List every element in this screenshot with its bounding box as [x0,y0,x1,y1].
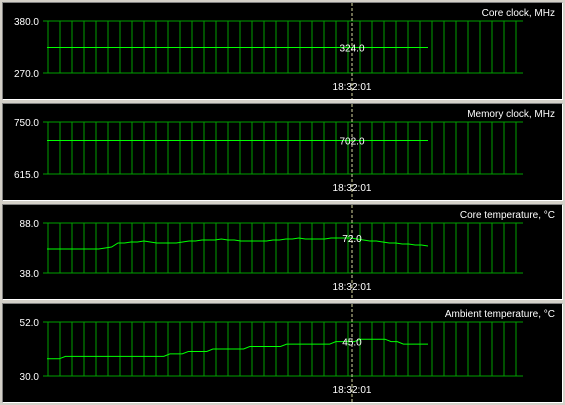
graph-title: Core temperature, °C [460,210,555,221]
series-line [47,237,429,250]
graph-canvas: 380.0 270.0 Core clock, MHz 324.0 18:32:01 [14,3,555,99]
y-min-label: 270.0 [14,69,39,80]
memory-clock-graph[interactable]: 750.0 615.0 Memory clock, MHz 702.0 18:32:01 [2,103,563,201]
graph-canvas: 52.0 30.0 Ambient temperature, °C 45.0 18:32… [20,304,555,402]
core-clock-graph[interactable]: 380.0 270.0 Core clock, MHz 324.0 18:32:01 [2,2,563,100]
y-min-label: 615.0 [14,170,39,181]
current-value-label: 72.0 [342,234,362,245]
graph-title: Core clock, MHz [482,8,555,19]
graph-canvas: 88.0 38.0 Core temperature, °C 72.0 18:32:01 [20,205,555,299]
ambient-temperature-graph[interactable]: 52.0 30.0 Ambient temperature, °C 45.0 18:32… [2,303,563,403]
cursor-time-label: 18:32:01 [333,183,372,194]
series-line [47,338,428,360]
y-max-label: 52.0 [20,318,40,329]
y-min-label: 30.0 [20,372,40,383]
graph-canvas: 750.0 615.0 Memory clock, MHz 702.0 18:32:01 [14,104,555,200]
cursor-time-label: 18:32:01 [333,282,372,293]
y-max-label: 750.0 [14,118,39,129]
cursor-time-label: 18:32:01 [333,385,372,396]
core-temperature-graph[interactable]: 88.0 38.0 Core temperature, °C 72.0 18:32:01 [2,204,563,300]
y-max-label: 88.0 [20,219,40,230]
current-value-label: 45.0 [342,338,362,349]
y-max-label: 380.0 [14,17,39,28]
y-min-label: 38.0 [20,269,40,280]
current-value-label: 702.0 [339,136,364,147]
graph-title: Ambient temperature, °C [445,309,555,320]
current-value-label: 324.0 [339,43,364,54]
cursor-time-label: 18:32:01 [333,82,372,93]
graph-title: Memory clock, MHz [467,109,555,120]
